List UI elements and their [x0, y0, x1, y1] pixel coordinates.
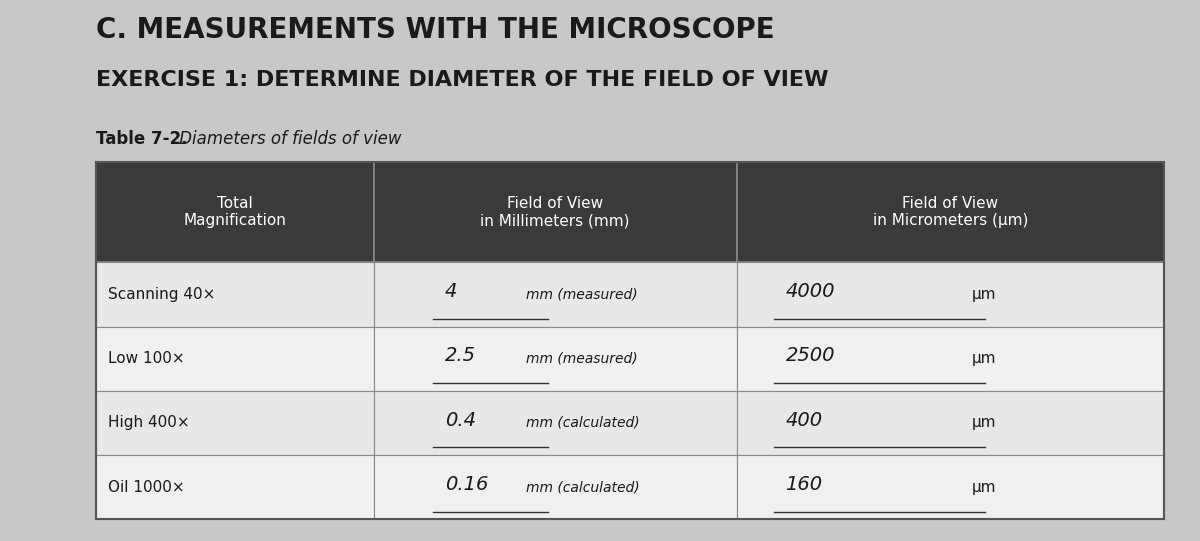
- Text: EXERCISE 1: DETERMINE DIAMETER OF THE FIELD OF VIEW: EXERCISE 1: DETERMINE DIAMETER OF THE FI…: [96, 70, 828, 90]
- FancyBboxPatch shape: [96, 327, 373, 391]
- Text: μm: μm: [972, 415, 996, 431]
- FancyBboxPatch shape: [737, 327, 1164, 391]
- FancyBboxPatch shape: [96, 391, 373, 455]
- FancyBboxPatch shape: [737, 391, 1164, 455]
- Text: 400: 400: [786, 411, 823, 430]
- Text: Diameters of fields of view: Diameters of fields of view: [174, 130, 402, 148]
- Text: 2.5: 2.5: [445, 346, 476, 366]
- FancyBboxPatch shape: [373, 455, 737, 519]
- FancyBboxPatch shape: [96, 262, 373, 327]
- FancyBboxPatch shape: [737, 262, 1164, 327]
- FancyBboxPatch shape: [737, 455, 1164, 519]
- FancyBboxPatch shape: [373, 162, 737, 262]
- Text: 4: 4: [445, 282, 457, 301]
- Text: High 400×: High 400×: [108, 415, 190, 431]
- Text: mm (measured): mm (measured): [526, 287, 638, 301]
- Text: C. MEASUREMENTS WITH THE MICROSCOPE: C. MEASUREMENTS WITH THE MICROSCOPE: [96, 16, 775, 44]
- Text: μm: μm: [972, 287, 996, 302]
- Text: Oil 1000×: Oil 1000×: [108, 480, 185, 494]
- Text: mm (calculated): mm (calculated): [526, 480, 640, 494]
- Text: mm (measured): mm (measured): [526, 352, 638, 366]
- FancyBboxPatch shape: [373, 327, 737, 391]
- Text: Scanning 40×: Scanning 40×: [108, 287, 215, 302]
- Text: 4000: 4000: [786, 282, 835, 301]
- FancyBboxPatch shape: [737, 162, 1164, 262]
- Text: Low 100×: Low 100×: [108, 351, 185, 366]
- Text: Total
Magnification: Total Magnification: [184, 196, 287, 228]
- FancyBboxPatch shape: [373, 262, 737, 327]
- Text: 160: 160: [786, 475, 823, 494]
- Text: μm: μm: [972, 480, 996, 494]
- Text: μm: μm: [972, 351, 996, 366]
- Text: Field of View
in Micrometers (μm): Field of View in Micrometers (μm): [872, 196, 1028, 228]
- Text: Table 7-2.: Table 7-2.: [96, 130, 187, 148]
- Text: 0.16: 0.16: [445, 475, 488, 494]
- FancyBboxPatch shape: [96, 162, 373, 262]
- Text: mm (calculated): mm (calculated): [526, 416, 640, 430]
- FancyBboxPatch shape: [373, 391, 737, 455]
- Text: Field of View
in Millimeters (mm): Field of View in Millimeters (mm): [480, 196, 630, 228]
- Text: 2500: 2500: [786, 346, 835, 366]
- Text: 0.4: 0.4: [445, 411, 476, 430]
- FancyBboxPatch shape: [96, 455, 373, 519]
